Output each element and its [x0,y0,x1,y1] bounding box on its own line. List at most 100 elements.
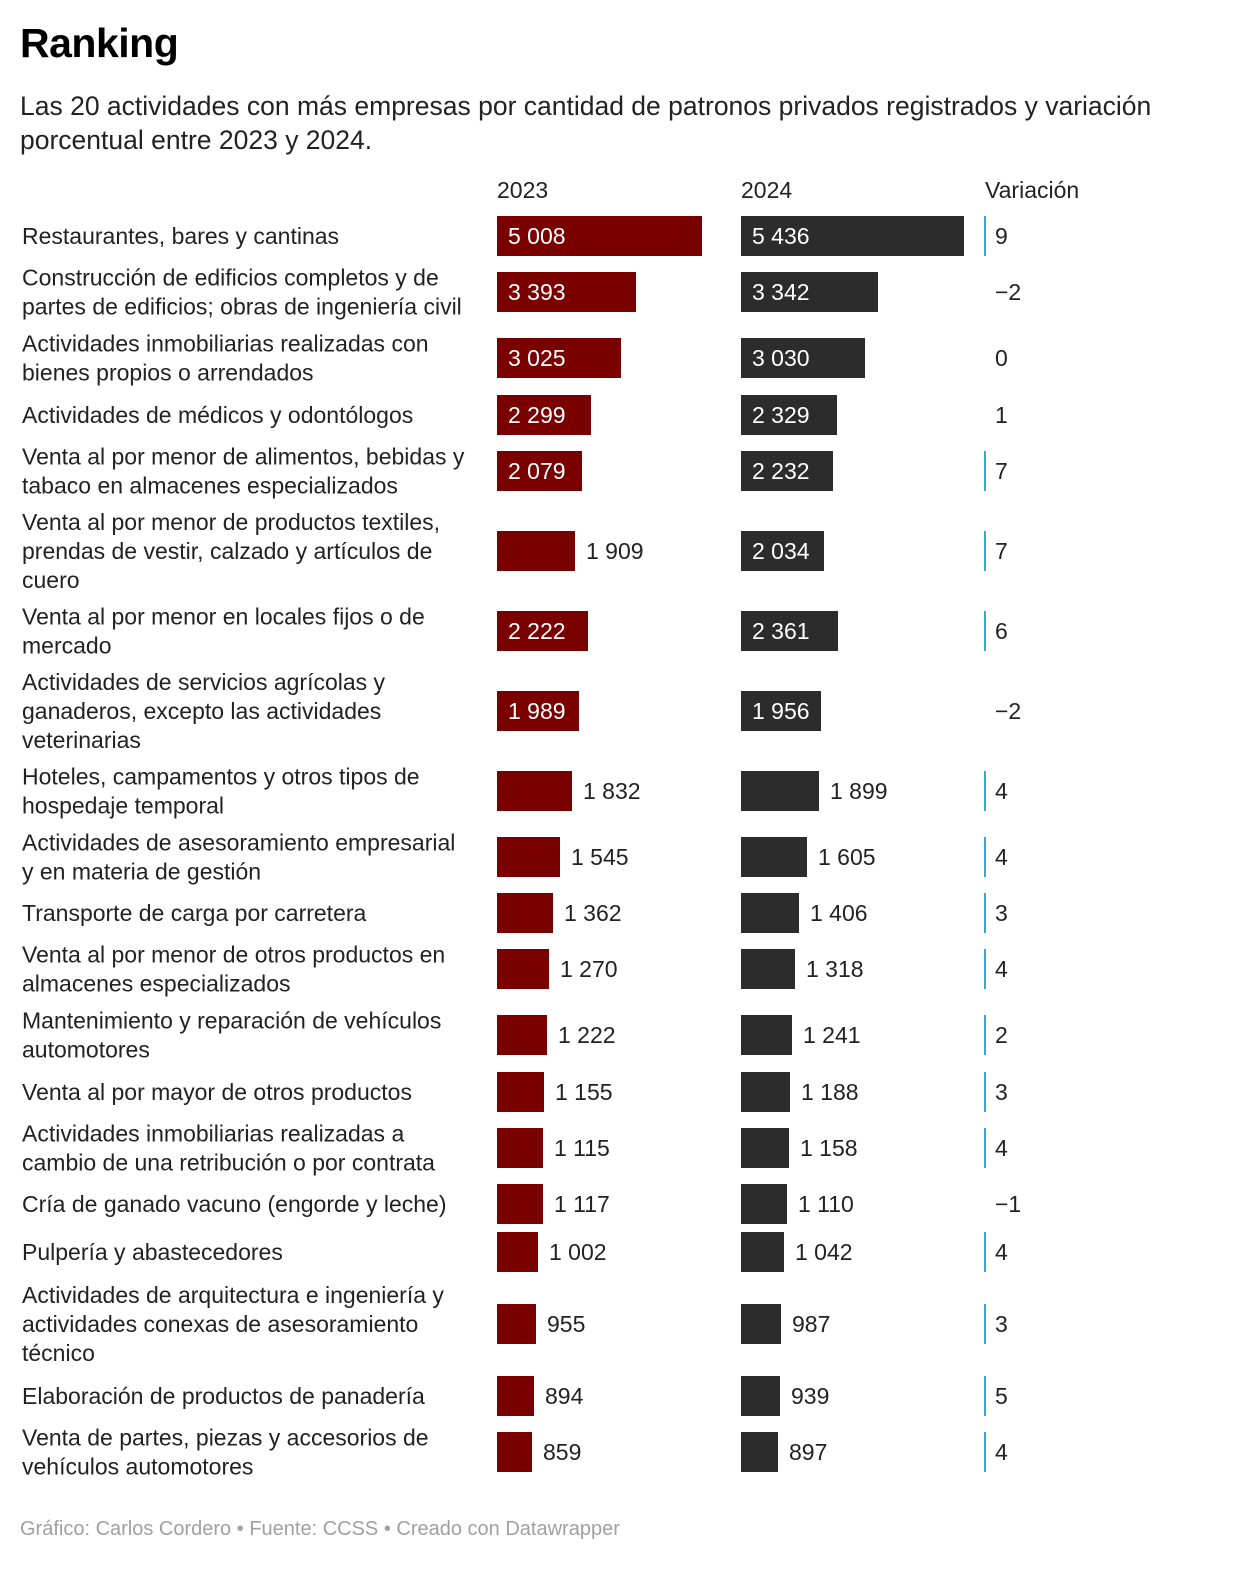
row-label: técnico [22,1340,95,1366]
variation-value-label: −1 [995,1191,1021,1217]
series-2023-bar [497,216,702,256]
series-2023-bar [497,1376,534,1416]
series-2023-value-label: 3 025 [508,345,566,371]
row-label: Actividades de arquitectura e ingeniería… [22,1282,444,1308]
row-label: Pulpería y abastecedores [22,1239,283,1265]
series-2024-bar [741,338,865,378]
series-2023-value-label: 3 393 [508,279,566,305]
row-label: Cría de ganado vacuno (engorde y leche) [22,1191,447,1217]
variation-value-label: 4 [995,778,1008,804]
series-2024-bar [741,1304,781,1344]
series-2024-value-label: 939 [791,1383,829,1409]
series-2024-value-label: 897 [789,1439,827,1465]
variation-value-label: 7 [995,458,1008,484]
series-2024-value-label: 1 318 [806,956,864,982]
variation-value-label: −2 [995,698,1021,724]
series-2023-bar [497,531,575,571]
series-2023-bar [497,272,636,312]
series-2023-value-label: 1 002 [549,1239,607,1265]
series-2023-value-label: 2 299 [508,402,566,428]
row-label: y en materia de gestión [22,859,261,885]
series-2024-bar [741,771,819,811]
row-label: Venta de partes, piezas y accesorios de [22,1425,429,1451]
footer: Gráfico: Carlos Cordero • Fuente: CCSS •… [20,1518,620,1541]
footer-separator: • [231,1518,250,1540]
series-2024-bar [741,837,807,877]
series-2024-value-label: 1 042 [795,1239,853,1265]
variation-value-label: 2 [995,1022,1008,1048]
series-2023-bar [497,893,553,933]
series-2024-bar [741,1072,790,1112]
series-2024-value-label: 1 956 [752,698,810,724]
series-2024-bar [741,272,878,312]
row-label: Actividades de asesoramiento empresarial [22,830,455,856]
series-2023-bar [497,771,572,811]
row-label: mercado [22,633,111,659]
series-2023-bar [497,451,582,491]
series-2024-value-label: 987 [792,1311,830,1337]
row-label: Transporte de carga por carretera [22,900,367,926]
series-2023-value-label: 1 545 [571,844,629,870]
series-2024-bar [741,949,795,989]
series-2024-bar [741,451,833,491]
variation-value-label: 4 [995,844,1008,870]
variation-value-label: 4 [995,1239,1008,1265]
series-2023-bar [497,837,560,877]
series-2023-bar [497,611,588,651]
footer-tool-link[interactable]: Creado con Datawrapper [396,1518,620,1540]
series-2024-value-label: 2 232 [752,458,810,484]
row-label: Actividades de médicos y odontólogos [22,402,413,428]
row-label: Elaboración de productos de panadería [22,1383,425,1409]
series-2023-value-label: 1 115 [554,1135,610,1161]
variation-value-label: 4 [995,1439,1008,1465]
series-2023-bar [497,1232,538,1272]
series-2023-bar [497,691,579,731]
series-2023-value-label: 1 117 [554,1191,610,1217]
series-2023-value-label: 1 909 [586,538,644,564]
row-label: actividades conexas de asesoramiento [22,1311,418,1337]
series-2024-value-label: 2 361 [752,618,810,644]
series-2023-value-label: 1 989 [508,698,566,724]
series-2023-value-label: 1 362 [564,900,622,926]
series-2024-bar [741,893,799,933]
column-header-2023: 2023 [497,177,549,203]
series-2024-bar [741,1015,792,1055]
row-label: partes de edificios; obras de ingeniería… [22,294,462,320]
variation-value-label: 0 [995,345,1008,371]
row-label: Hoteles, campamentos y otros tipos de [22,764,420,790]
series-2023-bar [497,1128,543,1168]
series-2023-value-label: 859 [543,1439,581,1465]
series-2023-bar [497,1072,544,1112]
row-label: Venta al por menor de productos textiles… [22,509,440,535]
series-2024-value-label: 2 329 [752,402,810,428]
variation-value-label: 4 [995,956,1008,982]
row-label: Mantenimiento y reparación de vehículos [22,1008,441,1034]
series-2024-bar [741,1184,787,1224]
footer-credit: Gráfico: Carlos Cordero [20,1518,232,1540]
series-2024-bar [741,1432,778,1472]
series-2023-value-label: 2 222 [508,618,566,644]
variation-value-label: 6 [995,618,1008,644]
series-2024-value-label: 2 034 [752,538,810,564]
variation-value-label: 9 [995,223,1008,249]
series-2023-value-label: 1 832 [583,778,641,804]
row-label: Actividades inmobiliarias realizadas a [22,1121,404,1147]
series-2024-bar [741,691,821,731]
row-label: hospedaje temporal [22,793,224,819]
row-label: vehículos automotores [22,1454,253,1480]
footer-separator: • [378,1518,397,1540]
series-2024-value-label: 1 158 [800,1135,858,1161]
row-label: Actividades de servicios agrícolas y [22,669,386,695]
series-2024-bar [741,395,837,435]
variation-value-label: 3 [995,1079,1008,1105]
series-2024-value-label: 1 241 [803,1022,861,1048]
variation-value-label: −2 [995,279,1021,305]
series-2023-value-label: 1 222 [558,1022,616,1048]
series-2023-bar [497,1304,536,1344]
row-label: Venta al por mayor de otros productos [22,1079,412,1105]
row-label: prendas de vestir, calzado y artículos d… [22,538,432,564]
series-2023-bar [497,1432,532,1472]
series-2023-value-label: 5 008 [508,223,566,249]
row-label: veterinarias [22,727,141,753]
series-2024-value-label: 1 899 [830,778,888,804]
